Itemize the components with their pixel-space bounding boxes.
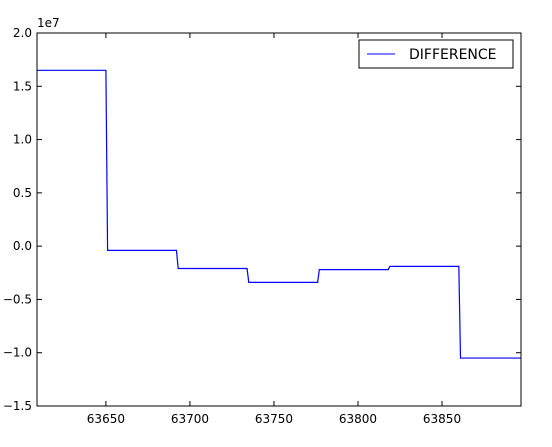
y-tick-label: 0.5 [13,186,32,200]
ticks-layer: 63650 63700 63750 63800 63850 −1.5 −1.0 −0.5 0.0… [3,26,521,426]
y-tick-label: 0.0 [13,239,32,253]
x-tick-label: 63650 [87,412,125,426]
x-tick-label: 63850 [423,412,461,426]
plot-layer [37,69,521,359]
legend: DIFFERENCE [358,39,514,69]
y-scale-label: 1e7 [37,16,60,30]
y-tick-label: 1.5 [13,79,32,93]
y-tick-label: −1.5 [3,399,32,413]
y-tick-label: 1.0 [13,133,32,147]
x-tick-label: 63700 [171,412,209,426]
legend-label: DIFFERENCE [409,47,497,63]
y-tick-label: −1.0 [3,346,32,360]
plot-frame [36,32,522,407]
y-tick-label: −0.5 [3,292,32,306]
y-tick-label: 2.0 [13,26,32,40]
x-tick-label: 63800 [339,412,377,426]
series-line-0 [37,69,521,359]
x-tick-label: 63750 [255,412,293,426]
